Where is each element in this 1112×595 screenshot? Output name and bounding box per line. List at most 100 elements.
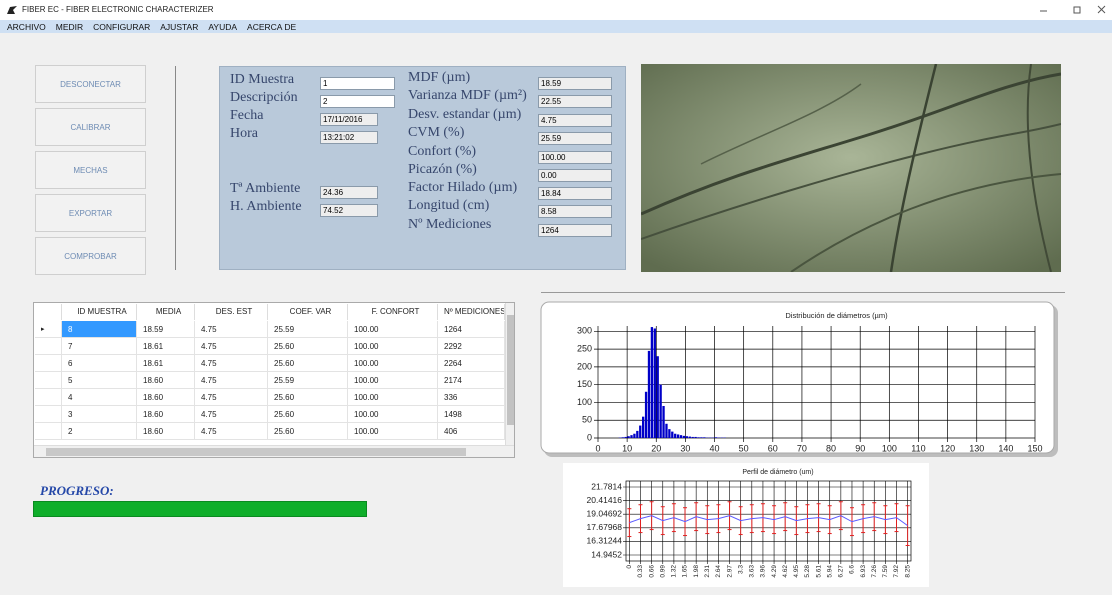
table-cell[interactable]: 2292 (438, 338, 505, 355)
table-cell[interactable]: 25.60 (268, 355, 348, 372)
y-tick-label: 21.7814 (591, 481, 622, 491)
table-cell[interactable]: 7 (62, 338, 137, 355)
h-scrollbar[interactable] (34, 445, 514, 457)
bar (674, 433, 677, 438)
table-cell[interactable]: 2174 (438, 372, 505, 389)
table-cell[interactable]: 18.61 (137, 355, 195, 372)
x-tick-label: 6.93 (860, 565, 867, 578)
table-cell[interactable]: 100.00 (348, 406, 438, 423)
field-input[interactable]: 24.36 (320, 186, 378, 199)
profile-chart: Perfil de diámetro (um) 14.9452 16.31244 17… (563, 463, 929, 587)
field-input[interactable]: 17/11/2016 (320, 113, 378, 126)
row-header[interactable] (35, 423, 62, 440)
row-header[interactable] (35, 372, 62, 389)
result-value: 0.00 (538, 169, 612, 182)
button[interactable]: EXPORTAR (35, 194, 146, 232)
scroll-thumb[interactable] (46, 448, 466, 456)
table-cell[interactable]: 4.75 (195, 338, 268, 355)
y-tick-label: 300 (577, 326, 592, 336)
table-cell[interactable]: 4.75 (195, 406, 268, 423)
row-header[interactable]: ▸ (35, 321, 62, 338)
menu-item[interactable]: ACERCA DE (247, 22, 297, 32)
table-cell[interactable]: 4.75 (195, 355, 268, 372)
table-cell[interactable]: 18.60 (137, 423, 195, 440)
table-cell[interactable]: 25.60 (268, 389, 348, 406)
table-cell[interactable]: 25.60 (268, 406, 348, 423)
table-cell[interactable]: 25.59 (268, 321, 348, 338)
result-label: Picazón (%) (408, 162, 477, 177)
table-cell[interactable]: 25.59 (268, 372, 348, 389)
table-cell[interactable]: 4.75 (195, 423, 268, 440)
table-cell[interactable]: 406 (438, 423, 505, 440)
row-header[interactable] (35, 355, 62, 372)
table-cell[interactable]: 3 (62, 406, 137, 423)
scroll-thumb[interactable] (507, 315, 514, 425)
y-tick-label: 200 (577, 361, 592, 371)
menu-item[interactable]: AJUSTAR (160, 22, 199, 32)
table-cell[interactable]: 4 (62, 389, 137, 406)
table-cell[interactable]: 6 (62, 355, 137, 372)
table-cell[interactable]: 18.60 (137, 406, 195, 423)
table-cell[interactable]: 100.00 (348, 423, 438, 440)
table-cell[interactable]: 8 (62, 321, 137, 338)
y-tick-label: 20.41416 (587, 495, 623, 505)
table-cell[interactable]: 1498 (438, 406, 505, 423)
table-cell[interactable]: 18.61 (137, 338, 195, 355)
table-cell[interactable]: 4.75 (195, 389, 268, 406)
table-cell[interactable]: 100.00 (348, 338, 438, 355)
button[interactable]: CALIBRAR (35, 108, 146, 146)
bar (644, 391, 648, 438)
x-tick-label: 1.98 (693, 565, 700, 578)
menu-item[interactable]: AYUDA (208, 22, 238, 32)
window-controls[interactable] (1030, 4, 1110, 16)
x-tick-label: 10 (622, 443, 632, 453)
button[interactable]: COMPROBAR (35, 237, 146, 275)
table-cell[interactable]: 18.59 (137, 321, 195, 338)
field-input[interactable]: 1 (320, 77, 395, 90)
header-cell: F. CONFORT (348, 304, 438, 320)
x-tick-label: 20 (651, 443, 661, 453)
menu-item[interactable]: MEDIR (55, 22, 84, 32)
table-cell[interactable]: 2 (62, 423, 137, 440)
table-cell[interactable]: 5 (62, 372, 137, 389)
row-header[interactable] (35, 406, 62, 423)
menu-item[interactable]: CONFIGURAR (93, 22, 151, 32)
table-cell[interactable]: 100.00 (348, 321, 438, 338)
x-tick-label: 50 (739, 443, 749, 453)
x-tick-label: 2.97 (726, 565, 733, 578)
table-cell[interactable]: 25.60 (268, 338, 348, 355)
table-cell[interactable]: 336 (438, 389, 505, 406)
table-cell[interactable]: 4.75 (195, 372, 268, 389)
v-scrollbar[interactable] (505, 303, 514, 445)
result-value: 18.59 (538, 77, 612, 90)
field-input[interactable]: 2 (320, 95, 395, 108)
button[interactable]: DESCONECTAR (35, 65, 146, 103)
bar (636, 430, 639, 438)
results-table: ID MUESTRA MEDIA DES. EST COEF. VAR F. CONFO… (33, 302, 515, 458)
table-cell[interactable]: 100.00 (348, 355, 438, 372)
table-cell[interactable]: 4.75 (195, 321, 268, 338)
x-tick-label: 100 (882, 443, 897, 453)
x-tick-label: 70 (797, 443, 807, 453)
result-label: Nº Mediciones (408, 217, 492, 232)
table-cell[interactable]: 100.00 (348, 389, 438, 406)
result-value: 18.84 (538, 187, 612, 200)
x-tick-label: 4.95 (793, 565, 800, 578)
x-tick-label: 7.26 (871, 565, 878, 578)
table-cell[interactable]: 100.00 (348, 372, 438, 389)
app-icon (7, 6, 17, 14)
row-header[interactable] (35, 338, 62, 355)
field-input[interactable]: 74.52 (320, 204, 378, 217)
table-cell[interactable]: 2264 (438, 355, 505, 372)
result-value: 25.59 (538, 132, 612, 145)
table-cell[interactable]: 18.60 (137, 389, 195, 406)
field-input[interactable]: 13:21:02 (320, 131, 378, 144)
button[interactable]: MECHAS (35, 151, 146, 189)
x-tick-label: 150 (1027, 443, 1042, 453)
table-cell[interactable]: 18.60 (137, 372, 195, 389)
table-cell[interactable]: 1264 (438, 321, 505, 338)
menu-bar (0, 20, 1112, 33)
row-header[interactable] (35, 389, 62, 406)
menu-item[interactable]: ARCHIVO (7, 22, 46, 32)
table-cell[interactable]: 25.60 (268, 423, 348, 440)
